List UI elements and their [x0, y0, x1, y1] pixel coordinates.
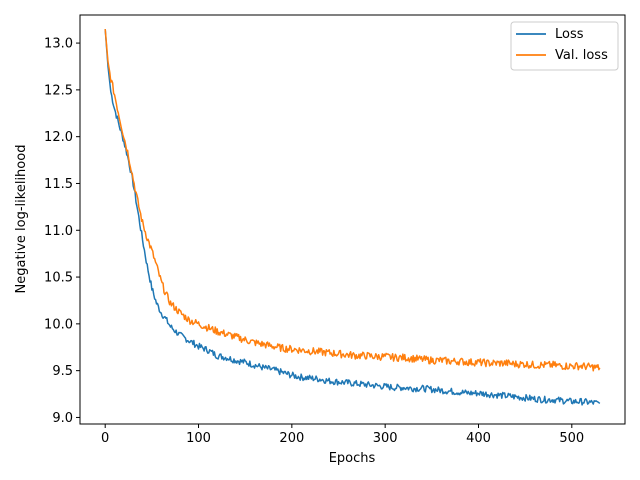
legend-label-val-loss: Val. loss — [555, 48, 608, 63]
y-tick-label: 13.0 — [44, 37, 73, 52]
y-tick-label: 9.0 — [52, 411, 73, 426]
series-layer — [104, 28, 601, 406]
x-tick-label: 100 — [186, 431, 211, 446]
x-tick-label: 200 — [279, 431, 304, 446]
x-tick-label: 300 — [373, 431, 398, 446]
plot-area — [80, 15, 625, 424]
legend-label-loss: Loss — [555, 27, 584, 42]
y-tick-label: 11.5 — [44, 177, 73, 192]
legend: Loss Val. loss — [510, 21, 619, 71]
y-tick-label: 9.5 — [52, 364, 73, 379]
y-axis-ticks: 9.0 9.5 10.0 10.5 11.0 11.5 12.0 12.5 13.0 — [44, 37, 80, 426]
plot-frame — [79, 14, 626, 425]
y-tick-label: 12.0 — [44, 130, 73, 145]
y-tick-label: 10.5 — [44, 271, 73, 286]
x-tick-label: 400 — [466, 431, 491, 446]
y-tick-label: 12.5 — [44, 83, 73, 98]
x-tick-label: 0 — [101, 431, 109, 446]
y-axis-label: Negative log-likelihood — [14, 145, 29, 294]
y-tick-label: 11.0 — [44, 224, 73, 239]
x-axis-ticks: 0 100 200 300 400 500 — [101, 424, 584, 446]
series-line-loss — [104, 28, 601, 406]
x-axis-label: Epochs — [329, 451, 376, 466]
series-line-val-loss — [104, 28, 601, 372]
x-tick-label: 500 — [559, 431, 584, 446]
y-tick-label: 10.0 — [44, 317, 73, 332]
